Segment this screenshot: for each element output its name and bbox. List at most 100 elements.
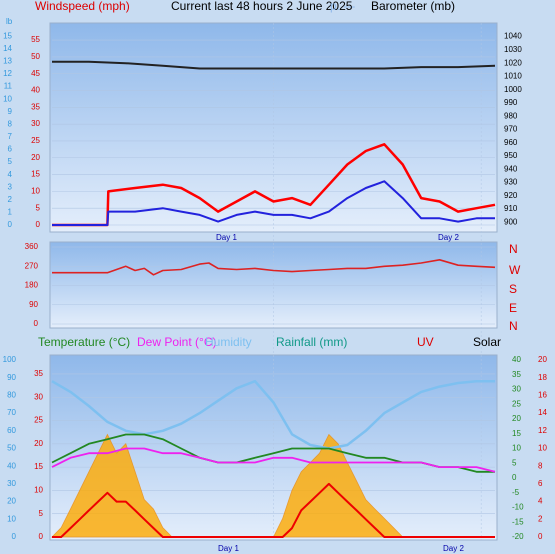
- temperature-axis-tick: 25: [34, 416, 43, 425]
- windspeed-axis-tick: 10: [31, 186, 40, 195]
- chart-title: Current last 48 hours 2 June 2025: [171, 0, 353, 13]
- dewpoint-axis-tick: -20: [512, 532, 524, 541]
- barometer-axis-tick: 980: [504, 111, 518, 120]
- temperature-axis-tick: 10: [34, 486, 43, 495]
- outer-left-axis-tick: 5: [8, 157, 13, 166]
- barometer-axis-tick: 910: [504, 204, 518, 213]
- day-label-2-top: Day 2: [438, 233, 459, 242]
- direction-axis-tick: 270: [25, 261, 39, 270]
- temperature-axis-tick: 5: [39, 509, 44, 518]
- barometer-axis-tick: 920: [504, 191, 518, 200]
- humidity-axis-tick: 40: [7, 461, 16, 470]
- dewpoint-axis-tick: 15: [512, 429, 521, 438]
- windspeed-axis-tick: 5: [36, 203, 41, 212]
- windspeed-label: Windspeed (mph): [35, 0, 130, 13]
- outer-left-axis-tick: 8: [8, 119, 13, 128]
- overlap-label: p. ---: [330, 0, 355, 13]
- temperature-axis-tick: 15: [34, 462, 43, 471]
- dewpoint-axis-tick: -5: [512, 488, 520, 497]
- uv-axis-tick: 4: [538, 497, 543, 506]
- outer-left-axis-tick: 11: [4, 82, 13, 91]
- uv-axis-tick: 16: [538, 391, 547, 400]
- direction-axis-tick: 360: [25, 242, 39, 251]
- barometer-axis-tick: 1040: [504, 32, 522, 41]
- direction-line: [52, 258, 496, 276]
- day-label-1-top: Day 1: [216, 233, 237, 242]
- uv-axis-tick: 0: [538, 532, 543, 541]
- humidity-axis-tick: 20: [7, 497, 16, 506]
- windspeed-axis-tick: 35: [31, 102, 40, 111]
- direction-label-w: W: [509, 263, 521, 277]
- series-lines-layer: [51, 60, 496, 538]
- uv-line: [52, 482, 495, 538]
- dewpoint-axis-tick: -10: [512, 503, 524, 512]
- gust-line: [52, 143, 496, 227]
- windspeed-line: [52, 180, 495, 226]
- barometer-axis-tick: 1000: [504, 85, 522, 94]
- outer-left-axis-tick: 9: [8, 107, 13, 116]
- temperature-axis-tick: 30: [34, 392, 43, 401]
- outer-left-axis-tick: 2: [8, 195, 13, 204]
- outer-left-axis-tick: 7: [8, 132, 13, 141]
- outer-left-axis-tick: 1: [8, 208, 13, 217]
- windspeed-axis-tick: 15: [31, 170, 40, 179]
- dewpoint-axis-tick: 25: [512, 399, 521, 408]
- outer-left-axis-tick: 3: [8, 182, 13, 191]
- solar-area: [51, 433, 495, 538]
- solar-area-layer: [51, 433, 495, 538]
- barometer-axis-tick: 990: [504, 98, 518, 107]
- direction-label-s: S: [509, 282, 517, 296]
- outer-left-axis-tick: 6: [8, 145, 13, 154]
- windspeed-axis-tick: 20: [31, 153, 40, 162]
- windspeed-axis-tick: 45: [31, 69, 40, 78]
- uv-axis-tick: 12: [538, 426, 547, 435]
- temperature-axis-tick: 20: [34, 439, 43, 448]
- dewpoint-axis-tick: 10: [512, 444, 521, 453]
- dewpoint-axis-tick: 5: [512, 458, 517, 467]
- barometer-axis-tick: 950: [504, 151, 518, 160]
- barometer-axis-tick: 940: [504, 164, 518, 173]
- direction-axis-tick: 0: [34, 319, 39, 328]
- windspeed-axis-tick: 50: [31, 52, 40, 61]
- humidity-axis-tick: 70: [7, 408, 16, 417]
- uv-axis-tick: 18: [538, 373, 547, 382]
- humidity-axis-tick: 10: [7, 514, 16, 523]
- windspeed-axis-tick: 40: [31, 86, 40, 95]
- humidity-label: Humidity: [205, 335, 252, 349]
- outer-left-axis-tick: 0: [8, 220, 13, 229]
- temperature-label: Temperature (°C): [38, 335, 130, 349]
- humidity-axis-tick: 80: [7, 391, 16, 400]
- dewpoint-axis-tick: 0: [512, 473, 517, 482]
- outer-left-axis-tick: 10: [3, 94, 12, 103]
- uv-axis-tick: 6: [538, 479, 543, 488]
- tick-labels-layer: 0510152025303540455055900910920930940950…: [3, 31, 548, 541]
- dewpoint-axis-tick: 40: [512, 355, 521, 364]
- humidity-axis-tick: 30: [7, 479, 16, 488]
- outer-left-axis-tick: 12: [3, 69, 12, 78]
- direction-axis-tick: 180: [25, 281, 39, 290]
- barometer-axis-tick: 1010: [504, 72, 522, 81]
- windspeed-axis-tick: 30: [31, 119, 40, 128]
- left-axis-unit: lb: [6, 17, 13, 26]
- windspeed-axis-tick: 0: [36, 220, 41, 229]
- day-label-1-bottom: Day 1: [218, 544, 239, 553]
- barometer-label: Barometer (mb): [371, 0, 455, 13]
- windspeed-axis-tick: 25: [31, 136, 40, 145]
- barometer-axis-tick: 960: [504, 138, 518, 147]
- barometer-axis-tick: 930: [504, 178, 518, 187]
- outer-left-axis-tick: 14: [3, 44, 12, 53]
- dewpoint-axis-tick: 20: [512, 414, 521, 423]
- humidity-axis-tick: 90: [7, 373, 16, 382]
- humidity-axis-tick: 60: [7, 426, 16, 435]
- humidity-axis-tick: 0: [12, 532, 17, 541]
- uv-axis-tick: 14: [538, 408, 547, 417]
- barometer-axis-tick: 970: [504, 125, 518, 134]
- direction-label-n-top: N: [509, 242, 518, 256]
- dewpoint-line: [51, 447, 496, 473]
- direction-label-n-bottom: N: [509, 319, 518, 333]
- humidity-axis-tick: 50: [7, 444, 16, 453]
- direction-axis-tick: 90: [29, 300, 38, 309]
- windspeed-axis-tick: 55: [31, 35, 40, 44]
